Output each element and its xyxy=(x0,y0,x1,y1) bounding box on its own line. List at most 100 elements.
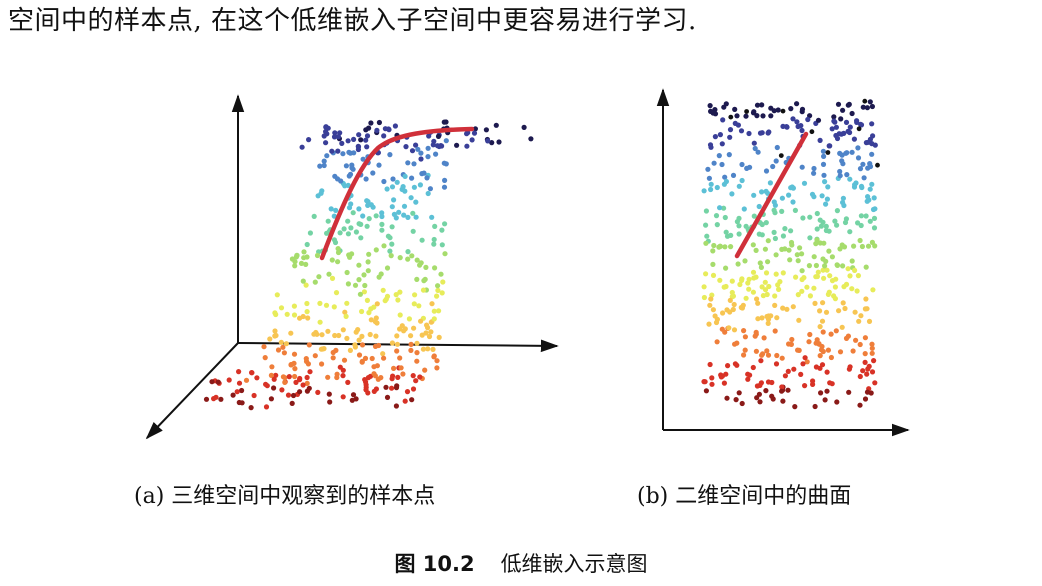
sample-point xyxy=(813,364,820,370)
sample-point xyxy=(337,230,343,236)
sample-point xyxy=(323,124,329,130)
sample-point xyxy=(832,119,838,125)
sample-point xyxy=(381,243,387,249)
sample-point xyxy=(721,380,728,386)
sample-point xyxy=(384,265,391,271)
sample-point xyxy=(864,105,871,111)
sample-point xyxy=(234,389,240,395)
sample-point xyxy=(701,284,707,290)
sample-point xyxy=(439,242,445,248)
sample-point xyxy=(806,339,812,345)
sample-point xyxy=(860,161,866,167)
sample-point xyxy=(772,235,779,242)
sample-point xyxy=(329,275,336,281)
sample-point xyxy=(254,375,260,381)
sample-point xyxy=(867,218,873,224)
sample-point xyxy=(730,306,736,313)
sample-point xyxy=(862,359,868,365)
sample-point xyxy=(773,252,779,258)
sample-point xyxy=(304,374,310,381)
sample-point xyxy=(729,289,735,296)
sample-point xyxy=(862,335,869,341)
sample-point xyxy=(755,300,761,306)
sample-point xyxy=(356,221,362,227)
sample-point xyxy=(311,213,317,219)
sample-point xyxy=(350,210,356,216)
sample-point xyxy=(822,179,828,185)
sample-point xyxy=(298,260,305,266)
sample-point xyxy=(438,271,444,277)
sample-point xyxy=(431,316,437,322)
sample-point xyxy=(365,259,371,265)
sample-point xyxy=(799,251,805,257)
sample-point xyxy=(831,293,837,299)
sample-point xyxy=(780,123,786,129)
sample-point xyxy=(464,143,470,149)
sample-point xyxy=(858,213,865,219)
sample-point xyxy=(441,184,448,190)
sample-point xyxy=(471,130,478,136)
sample-point xyxy=(425,190,431,197)
sample-point xyxy=(405,249,411,255)
sample-point xyxy=(305,361,311,367)
sample-point xyxy=(839,324,845,330)
sample-point xyxy=(251,392,257,399)
figure-caption: 图 10.2 低维嵌入示意图 xyxy=(0,548,1042,578)
sample-point xyxy=(425,145,431,151)
sample-point xyxy=(750,364,756,371)
sample-point xyxy=(417,374,423,380)
sample-point xyxy=(846,101,852,107)
sample-point xyxy=(279,387,285,393)
sample-point xyxy=(236,399,242,406)
sample-point xyxy=(412,292,418,298)
sample-point xyxy=(345,182,351,188)
sample-point xyxy=(820,148,827,154)
sample-point xyxy=(429,301,435,307)
sample-point xyxy=(771,108,777,114)
sample-point xyxy=(203,396,210,402)
sample-point xyxy=(727,297,733,303)
sample-point xyxy=(397,355,403,361)
sample-point xyxy=(760,293,767,299)
sample-point xyxy=(865,139,871,145)
sample-point xyxy=(346,252,352,258)
sample-point xyxy=(858,222,864,229)
sample-point xyxy=(728,244,734,250)
sample-point xyxy=(825,291,832,297)
sample-point xyxy=(703,208,710,214)
sample-point xyxy=(847,124,853,130)
sample-point xyxy=(795,292,801,298)
sample-point xyxy=(764,313,770,320)
sample-point xyxy=(389,340,395,346)
sample-point xyxy=(350,392,357,398)
sample-point xyxy=(435,287,441,293)
sample-point xyxy=(723,229,729,235)
sample-point xyxy=(809,129,815,135)
sample-point xyxy=(431,236,437,243)
sample-point xyxy=(323,302,330,308)
sample-point xyxy=(807,293,814,299)
sample-point xyxy=(780,270,786,276)
sample-point xyxy=(710,261,716,267)
sample-point xyxy=(823,201,829,207)
sample-point xyxy=(828,354,835,361)
sample-point xyxy=(708,186,714,193)
sample-point xyxy=(349,397,355,403)
sample-point xyxy=(717,132,724,138)
sample-point xyxy=(863,213,869,219)
sample-point xyxy=(857,341,863,348)
sample-point xyxy=(358,235,364,241)
sample-point xyxy=(766,283,772,290)
sample-point xyxy=(854,119,860,125)
sample-point xyxy=(365,202,371,208)
sample-point xyxy=(356,206,362,212)
sample-point xyxy=(734,113,740,119)
sample-point xyxy=(411,161,417,167)
sample-point xyxy=(776,286,782,292)
sample-point xyxy=(709,292,715,298)
sample-point xyxy=(799,288,805,294)
sample-point xyxy=(350,166,356,172)
sample-point xyxy=(814,210,820,217)
